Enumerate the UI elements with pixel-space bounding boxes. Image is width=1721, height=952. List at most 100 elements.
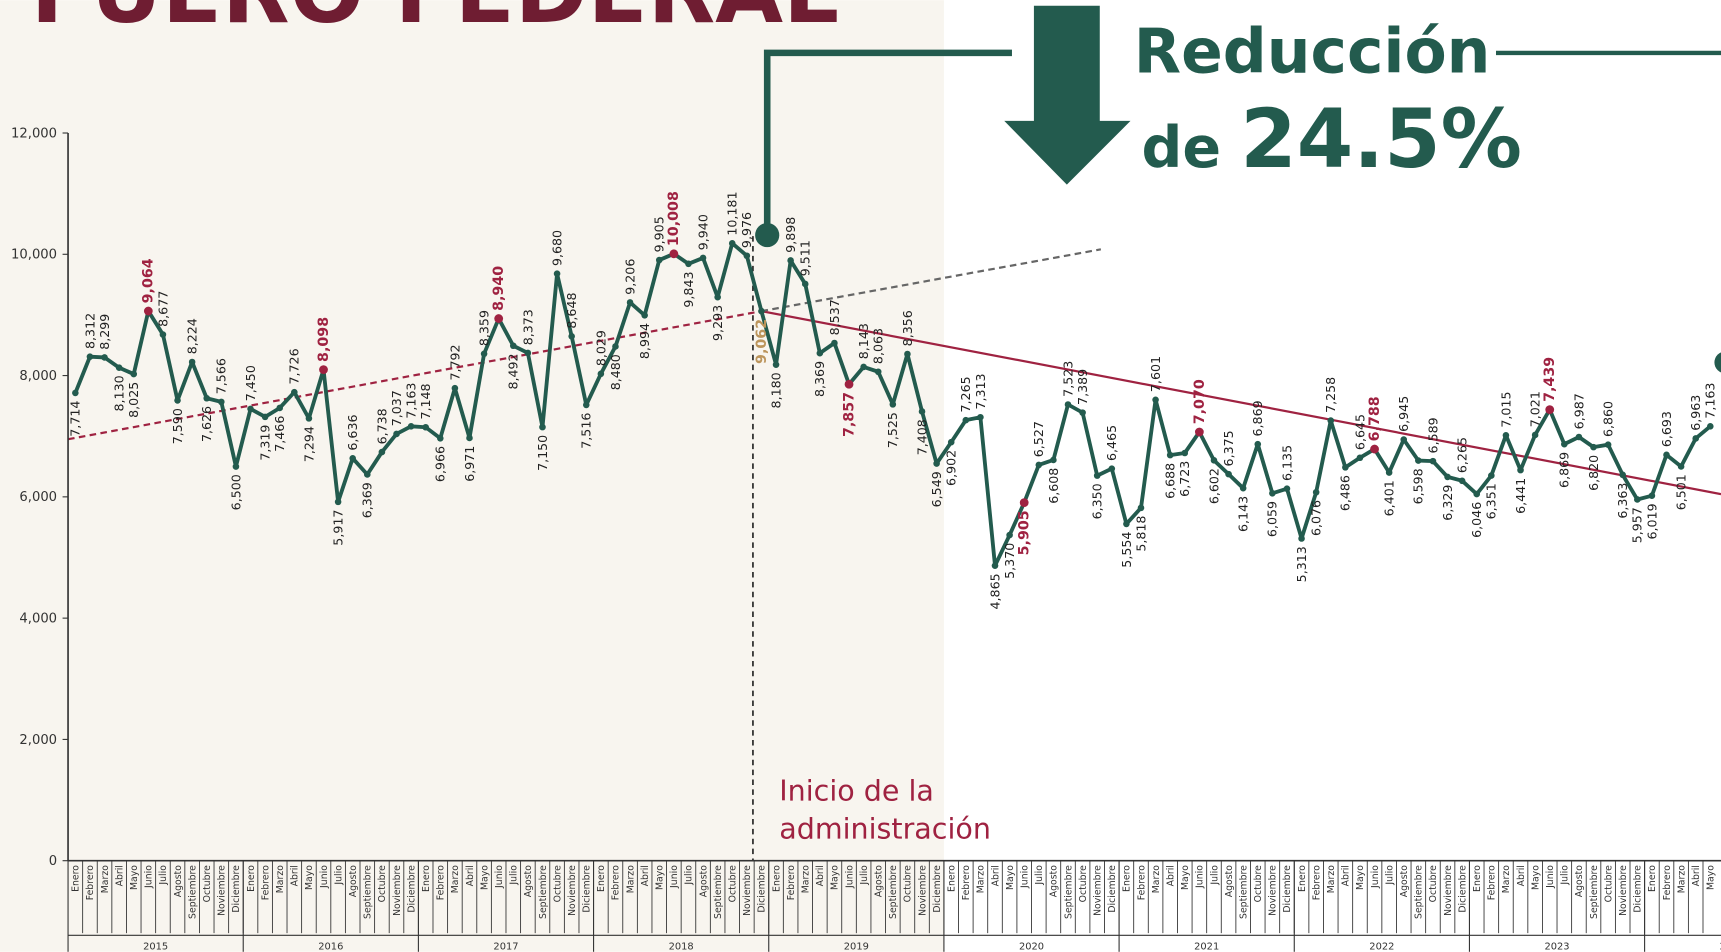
data-point — [772, 361, 780, 368]
x-tick-label: Septiembre — [713, 865, 724, 919]
y-tick-label: 12,000 — [11, 126, 57, 141]
x-tick-label: Noviembre — [392, 865, 403, 916]
x-tick-label: Noviembre — [1268, 865, 1279, 916]
x-tick-label: Diciembre — [231, 865, 242, 913]
data-label: 8,480 — [608, 354, 623, 390]
data-point — [203, 394, 211, 402]
x-tick-label: Noviembre — [567, 865, 578, 916]
data-label: 6,645 — [1352, 414, 1367, 450]
x-tick-label: Junio — [669, 865, 680, 889]
data-label: 6,608 — [1046, 468, 1061, 504]
x-tick-label: Junio — [1195, 865, 1206, 889]
data-label: 7,021 — [1528, 391, 1543, 427]
x-tick-label: Junio — [844, 865, 855, 889]
x-tick-label: Diciembre — [406, 865, 417, 913]
data-label: 6,860 — [1601, 401, 1616, 437]
data-point — [451, 384, 459, 392]
x-tick-label: Octubre — [552, 865, 563, 903]
data-point — [801, 280, 809, 288]
data-label: 5,554 — [1119, 532, 1134, 568]
x-tick-label: Mayo — [479, 865, 490, 890]
x-tick-label: Abril — [640, 865, 651, 886]
data-point — [1152, 396, 1159, 404]
data-label: 8,369 — [812, 361, 827, 397]
data-label: 6,869 — [1557, 452, 1572, 488]
data-point — [1385, 469, 1393, 476]
data-label: 5,917 — [330, 510, 345, 546]
year-label: 2018 — [669, 942, 694, 952]
x-tick-label: Diciembre — [1107, 865, 1118, 913]
start-note: administración — [779, 813, 991, 846]
data-label: 5,818 — [1133, 516, 1148, 552]
data-point — [143, 306, 153, 316]
data-point — [334, 498, 342, 506]
data-label: 8,356 — [900, 310, 915, 346]
data-label: 7,626 — [199, 406, 214, 442]
data-label: 7,857 — [841, 392, 857, 437]
x-tick-label: Septiembre — [538, 865, 549, 919]
data-label: 8,537 — [827, 299, 842, 335]
data-point — [1531, 431, 1539, 439]
data-point — [612, 343, 619, 350]
data-point — [174, 397, 181, 404]
x-tick-label: Diciembre — [582, 865, 593, 913]
data-label: 8,143 — [856, 323, 871, 359]
data-label: 7,163 — [1703, 383, 1718, 419]
x-tick-label: Febrero — [260, 865, 271, 900]
annotation-text: de — [1141, 115, 1221, 181]
x-tick-label: Marzo — [625, 865, 636, 893]
data-label: 6,987 — [1571, 393, 1586, 429]
x-tick-label: Junio — [319, 865, 330, 889]
data-label: 6,788 — [1367, 396, 1383, 441]
x-tick-label: Noviembre — [917, 865, 928, 916]
data-label: 8,063 — [871, 328, 886, 364]
data-label: 7,265 — [958, 376, 973, 412]
data-point — [1400, 436, 1408, 443]
data-point — [1327, 417, 1335, 424]
data-label: 6,963 — [1688, 395, 1703, 431]
x-tick-label: Diciembre — [757, 865, 768, 913]
x-tick-label: Junio — [494, 865, 505, 889]
data-label: 7,516 — [579, 413, 594, 449]
data-point — [524, 349, 532, 357]
data-point — [831, 339, 838, 347]
data-label: 6,869 — [1250, 400, 1265, 436]
data-point — [480, 350, 488, 358]
x-tick-label: Diciembre — [932, 865, 943, 913]
x-tick-label: Agosto — [523, 865, 534, 897]
data-label: 7,163 — [403, 383, 418, 419]
data-label: 9,680 — [549, 230, 564, 266]
data-label: 6,375 — [1221, 430, 1236, 466]
data-point — [101, 354, 108, 361]
x-tick-label: Abril — [114, 865, 125, 886]
data-point — [1692, 435, 1699, 442]
data-point — [159, 331, 167, 338]
x-tick-label: Octubre — [728, 865, 739, 903]
data-label: 5,313 — [1294, 546, 1309, 582]
x-tick-label: Enero — [947, 865, 958, 892]
x-tick-label: Marzo — [976, 865, 987, 893]
x-tick-label: Agosto — [1224, 865, 1235, 897]
data-point — [1545, 405, 1555, 414]
data-point — [1123, 520, 1130, 528]
x-tick-label: Febrero — [436, 865, 447, 900]
data-label: 6,076 — [1309, 500, 1324, 536]
data-label: 6,693 — [1659, 411, 1674, 447]
data-point — [860, 363, 867, 371]
data-label: 8,312 — [82, 313, 97, 349]
data-point — [1677, 463, 1685, 470]
data-point — [276, 404, 284, 412]
data-label: 6,602 — [1206, 468, 1221, 504]
data-point — [904, 350, 911, 358]
x-tick-label: Febrero — [1311, 865, 1322, 900]
data-point — [1019, 498, 1029, 508]
x-tick-label: Mayo — [129, 865, 140, 890]
data-point — [72, 389, 79, 397]
data-label: 7,408 — [914, 419, 929, 455]
data-point — [553, 270, 561, 277]
data-label: 6,369 — [360, 482, 375, 518]
x-tick-label: Marzo — [450, 865, 461, 893]
data-label: 4,865 — [987, 573, 1002, 609]
data-point — [1502, 432, 1510, 439]
data-label: 9,293 — [710, 305, 725, 341]
